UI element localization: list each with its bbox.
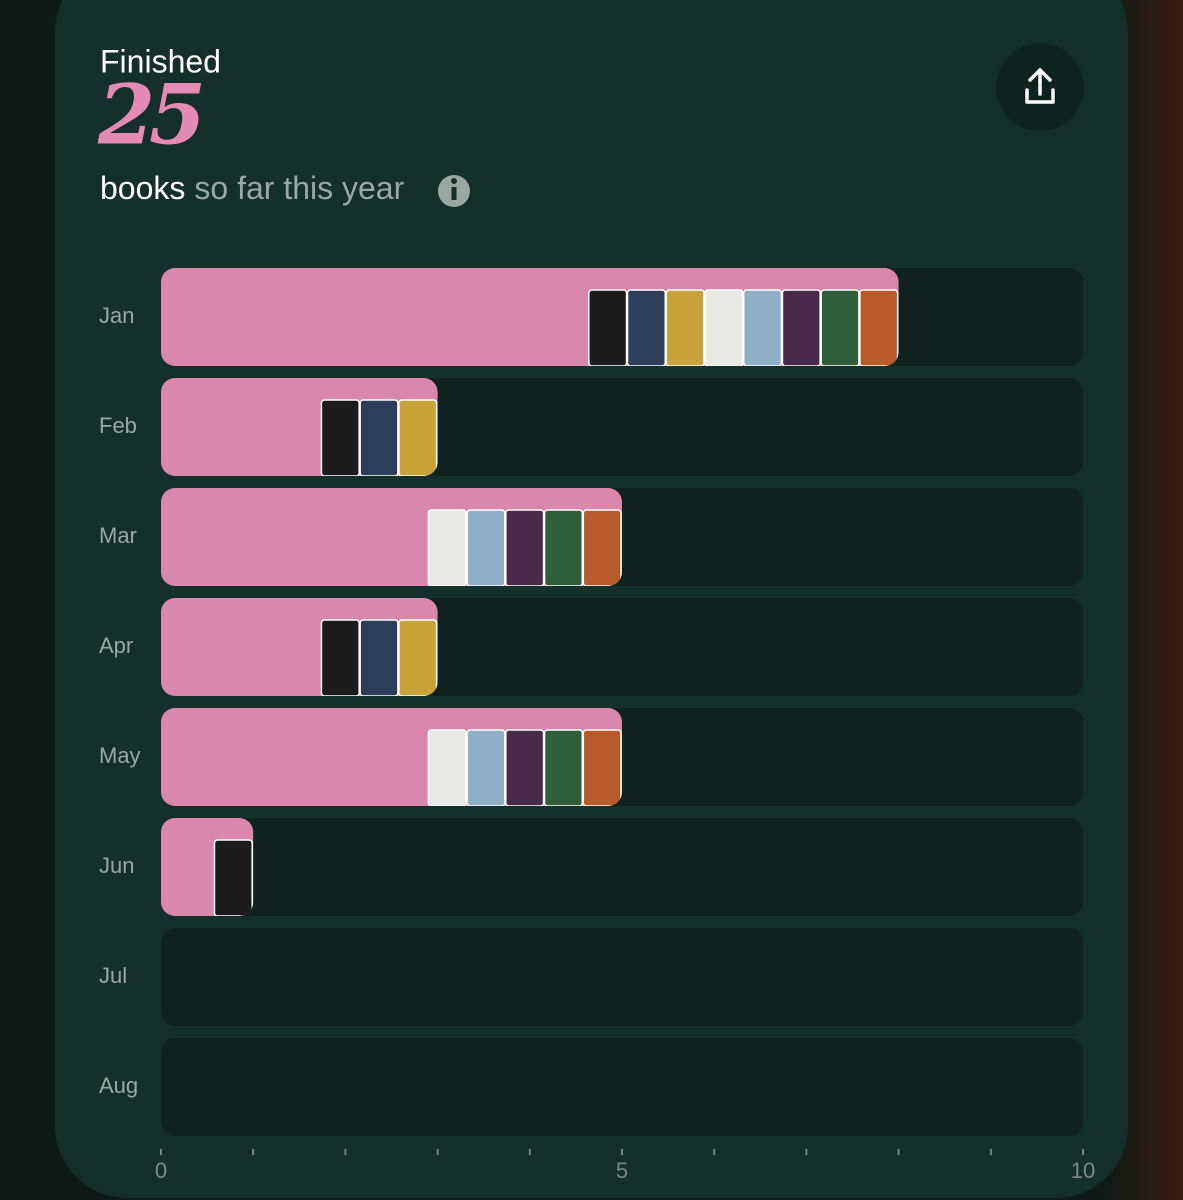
book-cover bbox=[582, 729, 622, 806]
bar-track bbox=[161, 928, 1083, 1026]
book-cover bbox=[781, 289, 821, 366]
book-covers bbox=[320, 399, 438, 476]
book-cover bbox=[859, 289, 899, 366]
book-cover bbox=[704, 289, 744, 366]
label: Finished bbox=[100, 43, 221, 79]
x-tick-label: 10 bbox=[1071, 1158, 1095, 1183]
book-cover bbox=[359, 399, 399, 476]
y-tick-label: Apr bbox=[99, 633, 133, 658]
book-cover bbox=[543, 729, 584, 806]
y-tick-label: Jun bbox=[99, 853, 134, 878]
x-tick-label: 0 bbox=[155, 1158, 167, 1183]
info-icon[interactable] bbox=[438, 175, 470, 207]
y-tick-label: Feb bbox=[99, 413, 137, 438]
book-cover bbox=[359, 619, 399, 696]
bar-track bbox=[161, 1038, 1083, 1136]
share-button[interactable] bbox=[996, 43, 1084, 131]
book-cover bbox=[466, 729, 506, 806]
y-tick-label: Jan bbox=[99, 303, 134, 328]
y-tick-label: Mar bbox=[99, 523, 137, 548]
book-cover bbox=[398, 399, 438, 476]
subtitle: books so far this year bbox=[100, 170, 405, 206]
bar-track bbox=[161, 818, 1083, 916]
book-cover bbox=[398, 619, 438, 696]
book-cover bbox=[582, 509, 622, 586]
x-tick-label: 5 bbox=[616, 1158, 628, 1183]
book-cover bbox=[742, 289, 783, 366]
book-cover bbox=[820, 289, 860, 366]
book-cover bbox=[466, 509, 506, 586]
book-cover bbox=[543, 509, 584, 586]
book-covers bbox=[427, 729, 622, 806]
count: 25 bbox=[97, 67, 202, 163]
book-cover bbox=[588, 289, 628, 366]
book-cover bbox=[505, 509, 545, 586]
book-cover bbox=[626, 289, 667, 366]
book-cover bbox=[320, 619, 360, 696]
book-cover bbox=[427, 729, 467, 806]
book-cover bbox=[427, 509, 467, 586]
book-covers bbox=[588, 289, 899, 366]
suffix: so far this year bbox=[194, 170, 404, 206]
unit: books bbox=[100, 170, 185, 206]
book-covers bbox=[427, 509, 622, 586]
y-tick-label: Aug bbox=[99, 1073, 138, 1098]
y-tick-label: Jul bbox=[99, 963, 127, 988]
book-cover bbox=[320, 399, 360, 476]
book-cover bbox=[665, 289, 705, 366]
book-covers bbox=[320, 619, 438, 696]
y-tick-label: May bbox=[99, 743, 141, 768]
book-cover bbox=[505, 729, 545, 806]
book-cover bbox=[213, 839, 253, 916]
book-covers bbox=[213, 839, 253, 916]
